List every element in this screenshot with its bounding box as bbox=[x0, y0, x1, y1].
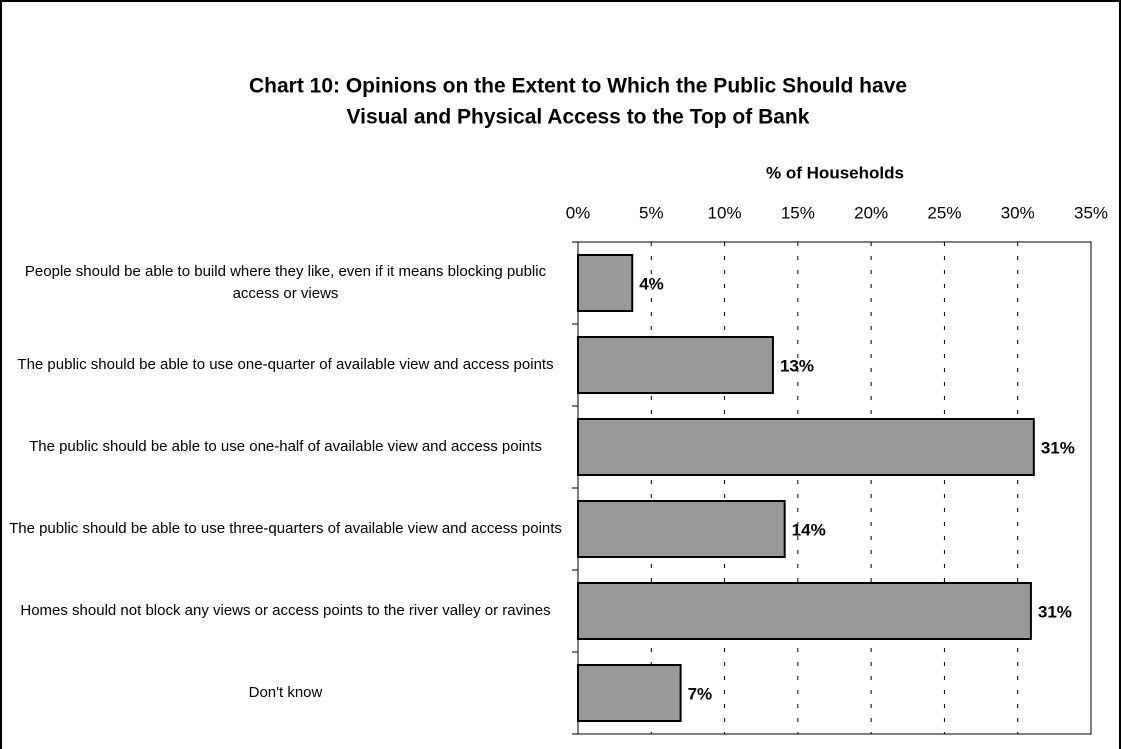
x-tick-label: 20% bbox=[854, 203, 888, 222]
y-tick-label: Don't know bbox=[248, 684, 323, 701]
y-tick-label: People should be able to build where the… bbox=[24, 263, 547, 302]
chart-title: Visual and Physical Access to the Top of… bbox=[347, 106, 810, 129]
y-tick-label: The public should be able to use one-qua… bbox=[17, 356, 554, 373]
y-tick-label: The public should be able to use one-hal… bbox=[29, 438, 542, 455]
bar bbox=[577, 664, 682, 722]
data-label: 14% bbox=[792, 520, 826, 539]
plot-border bbox=[577, 241, 1092, 735]
bar bbox=[577, 582, 1032, 640]
x-tick-label: 35% bbox=[1074, 203, 1108, 222]
x-tick-label: 0% bbox=[566, 203, 591, 222]
data-label: 31% bbox=[1038, 602, 1072, 621]
bar bbox=[577, 336, 774, 394]
x-tick-label: 10% bbox=[708, 203, 742, 222]
data-label: 13% bbox=[780, 356, 814, 375]
y-tick-label: Homes should not block any views or acce… bbox=[20, 602, 551, 619]
bar bbox=[577, 418, 1035, 476]
y-tick-label: The public should be able to use three-q… bbox=[9, 520, 562, 537]
x-tick-label: 15% bbox=[781, 203, 815, 222]
data-label: 4% bbox=[639, 274, 664, 293]
data-label: 7% bbox=[688, 684, 713, 703]
x-tick-label: 25% bbox=[927, 203, 961, 222]
x-tick-label: 5% bbox=[639, 203, 664, 222]
data-label: 31% bbox=[1041, 438, 1075, 457]
bar bbox=[577, 500, 786, 558]
x-tick-label: 30% bbox=[1001, 203, 1035, 222]
chart-title: Chart 10: Opinions on the Extent to Whic… bbox=[249, 75, 907, 98]
bar bbox=[577, 254, 634, 312]
axis-title: % of Households bbox=[766, 163, 904, 182]
